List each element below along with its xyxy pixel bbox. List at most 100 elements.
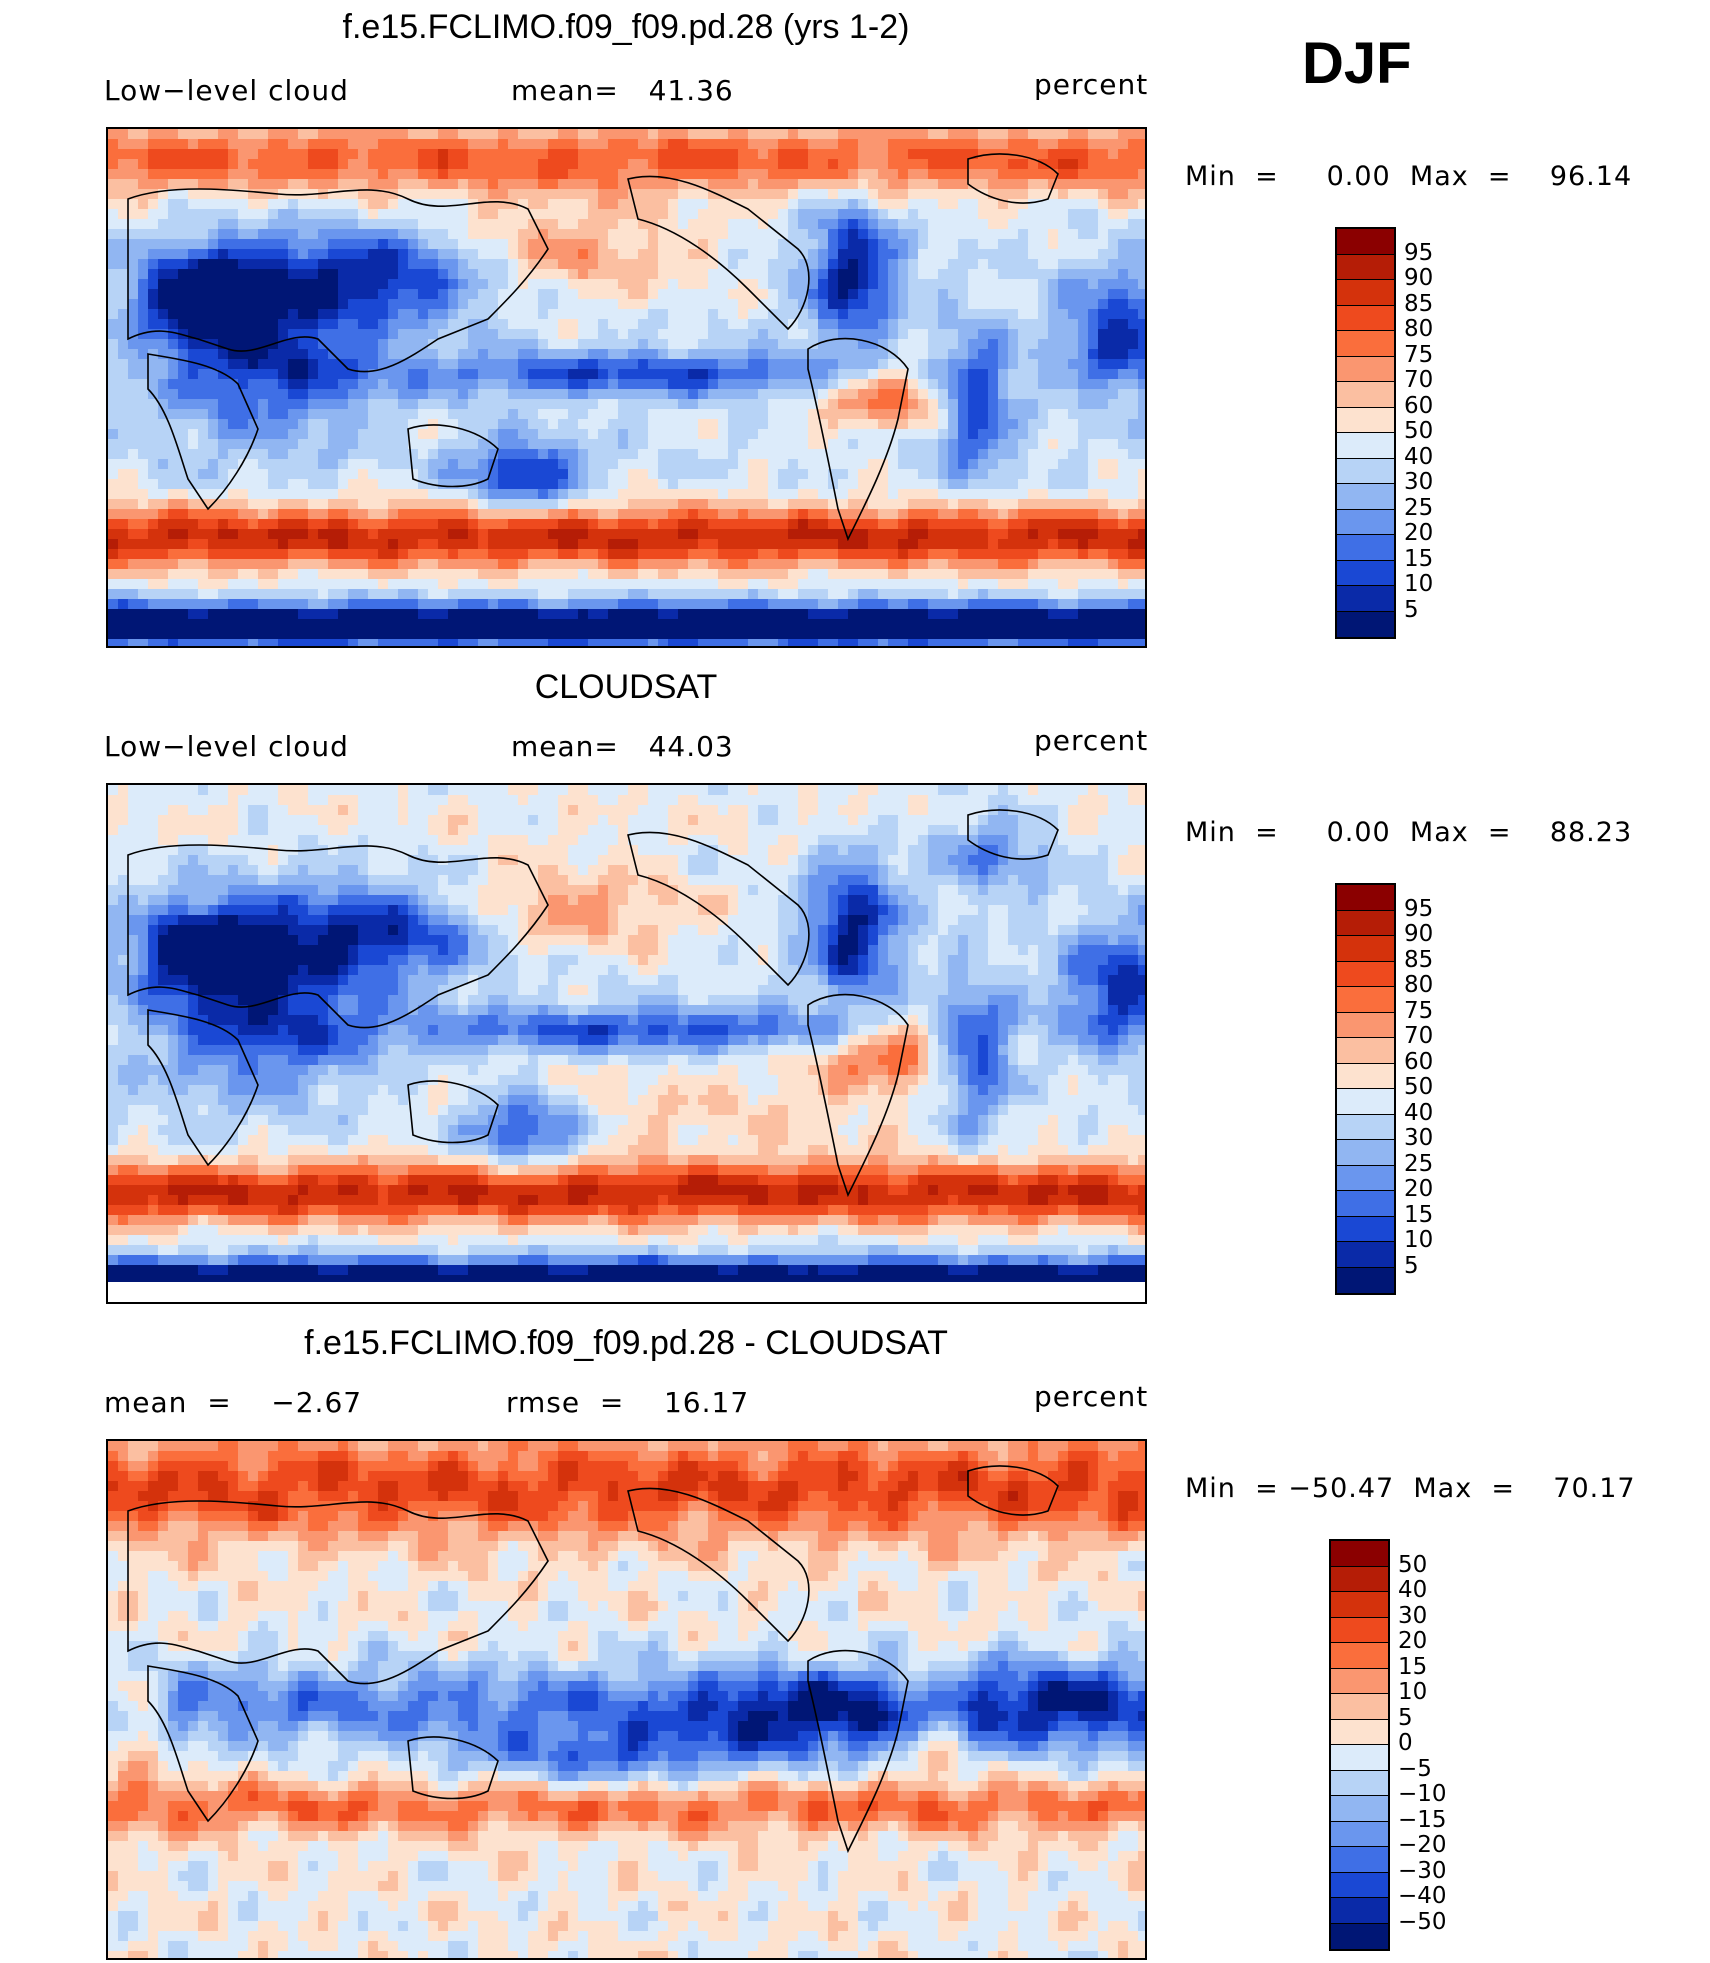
cloud-cell xyxy=(418,469,429,480)
cloud-cell xyxy=(818,209,829,220)
cloud-cell xyxy=(238,199,249,210)
cloud-cell xyxy=(1078,499,1089,510)
cloud-cell xyxy=(328,429,339,440)
cloud-cell xyxy=(958,399,969,410)
cloud-cell xyxy=(1138,129,1145,140)
cloud-cell xyxy=(108,309,119,320)
cloud-cell xyxy=(888,129,899,140)
cloud-cell xyxy=(928,409,939,420)
cloud-cell xyxy=(1138,509,1145,520)
cloud-cell xyxy=(168,399,179,410)
cloud-cell xyxy=(688,569,699,580)
cloud-cell xyxy=(648,419,659,430)
cloud-cell xyxy=(248,199,259,210)
cloud-cell xyxy=(908,479,919,490)
cloud-cell xyxy=(198,169,209,180)
cloud-cell xyxy=(188,589,199,600)
cloud-cell xyxy=(718,299,729,310)
cloud-cell xyxy=(898,129,909,140)
cloud-cell xyxy=(648,319,659,330)
cloud-cell xyxy=(1098,289,1109,300)
cloud-cell xyxy=(1138,159,1145,170)
cloud-cell xyxy=(528,409,539,420)
cloud-cell xyxy=(368,159,379,170)
cloud-cell xyxy=(748,379,759,390)
cloud-cell xyxy=(1138,349,1145,360)
cloud-cell xyxy=(1018,509,1029,520)
cloud-cell xyxy=(718,519,729,530)
cloud-cell xyxy=(478,559,489,570)
cloud-cell xyxy=(198,559,209,570)
cloud-cell xyxy=(658,369,669,380)
cloud-cell xyxy=(178,349,189,360)
cloud-cell xyxy=(158,569,169,580)
cloud-cell xyxy=(1028,439,1039,450)
cloud-cell xyxy=(468,229,479,240)
cloud-cell xyxy=(168,329,179,340)
cloud-cell xyxy=(548,209,559,220)
cloud-cell xyxy=(708,139,719,150)
cloud-cell xyxy=(878,399,889,410)
cloud-cell xyxy=(168,499,179,510)
cloud-cell xyxy=(328,599,339,610)
cloud-cell xyxy=(568,569,579,580)
cloud-cell xyxy=(838,259,849,270)
cloud-cell xyxy=(498,499,509,510)
cloud-cell xyxy=(208,249,219,260)
cloud-cell xyxy=(448,559,459,570)
cloud-cell xyxy=(508,599,519,610)
cloud-cell xyxy=(888,469,899,480)
cloud-cell xyxy=(548,299,559,310)
cloud-cell xyxy=(288,129,299,140)
cloud-cell xyxy=(268,559,279,570)
cloud-cell xyxy=(838,479,849,490)
cloud-cell xyxy=(108,499,119,510)
cloud-cell xyxy=(1088,369,1099,380)
cloud-cell xyxy=(188,429,199,440)
cloud-cell xyxy=(968,329,979,340)
cloud-cell xyxy=(378,149,389,160)
cloud-cell xyxy=(108,219,119,230)
cloud-cell xyxy=(1028,229,1039,240)
cloud-cell xyxy=(168,179,179,190)
cloud-cell xyxy=(368,539,379,550)
cloud-cell xyxy=(308,539,319,550)
cloud-cell xyxy=(1038,399,1049,410)
cloud-cell xyxy=(1048,299,1059,310)
cloud-cell xyxy=(378,159,389,170)
cloud-cell xyxy=(288,559,299,570)
cloud-cell xyxy=(348,329,359,340)
cloud-cell xyxy=(948,209,959,220)
cloud-cell xyxy=(188,409,199,420)
cloud-cell xyxy=(798,389,809,400)
cloud-cell xyxy=(478,269,489,280)
cloud-cell xyxy=(1138,259,1145,270)
cloud-cell xyxy=(328,289,339,300)
cloud-cell xyxy=(908,539,919,550)
cloud-cell xyxy=(1028,449,1039,460)
cloud-cell xyxy=(298,509,309,520)
cloud-cell xyxy=(528,559,539,570)
cloud-cell xyxy=(958,509,969,520)
cloud-cell xyxy=(708,179,719,190)
cloud-cell xyxy=(618,199,629,210)
cloud-cell xyxy=(728,359,739,370)
cloud-cell xyxy=(608,589,619,600)
cloud-cell xyxy=(828,539,839,550)
cloud-cell xyxy=(818,499,829,510)
cloud-cell xyxy=(218,399,229,410)
cloud-cell xyxy=(808,479,819,490)
cloud-cell xyxy=(298,219,309,230)
cloud-cell xyxy=(258,229,269,240)
cloud-cell xyxy=(148,559,159,570)
cloud-cell xyxy=(608,269,619,280)
cloud-cell xyxy=(248,179,259,190)
cloud-cell xyxy=(598,239,609,250)
cloud-cell xyxy=(558,129,569,140)
cloud-cell xyxy=(158,589,169,600)
cloud-cell xyxy=(628,319,639,330)
cloud-cell xyxy=(148,139,159,150)
cloud-cell xyxy=(298,179,309,190)
cloud-cell xyxy=(1088,129,1099,140)
cloud-cell xyxy=(318,349,329,360)
